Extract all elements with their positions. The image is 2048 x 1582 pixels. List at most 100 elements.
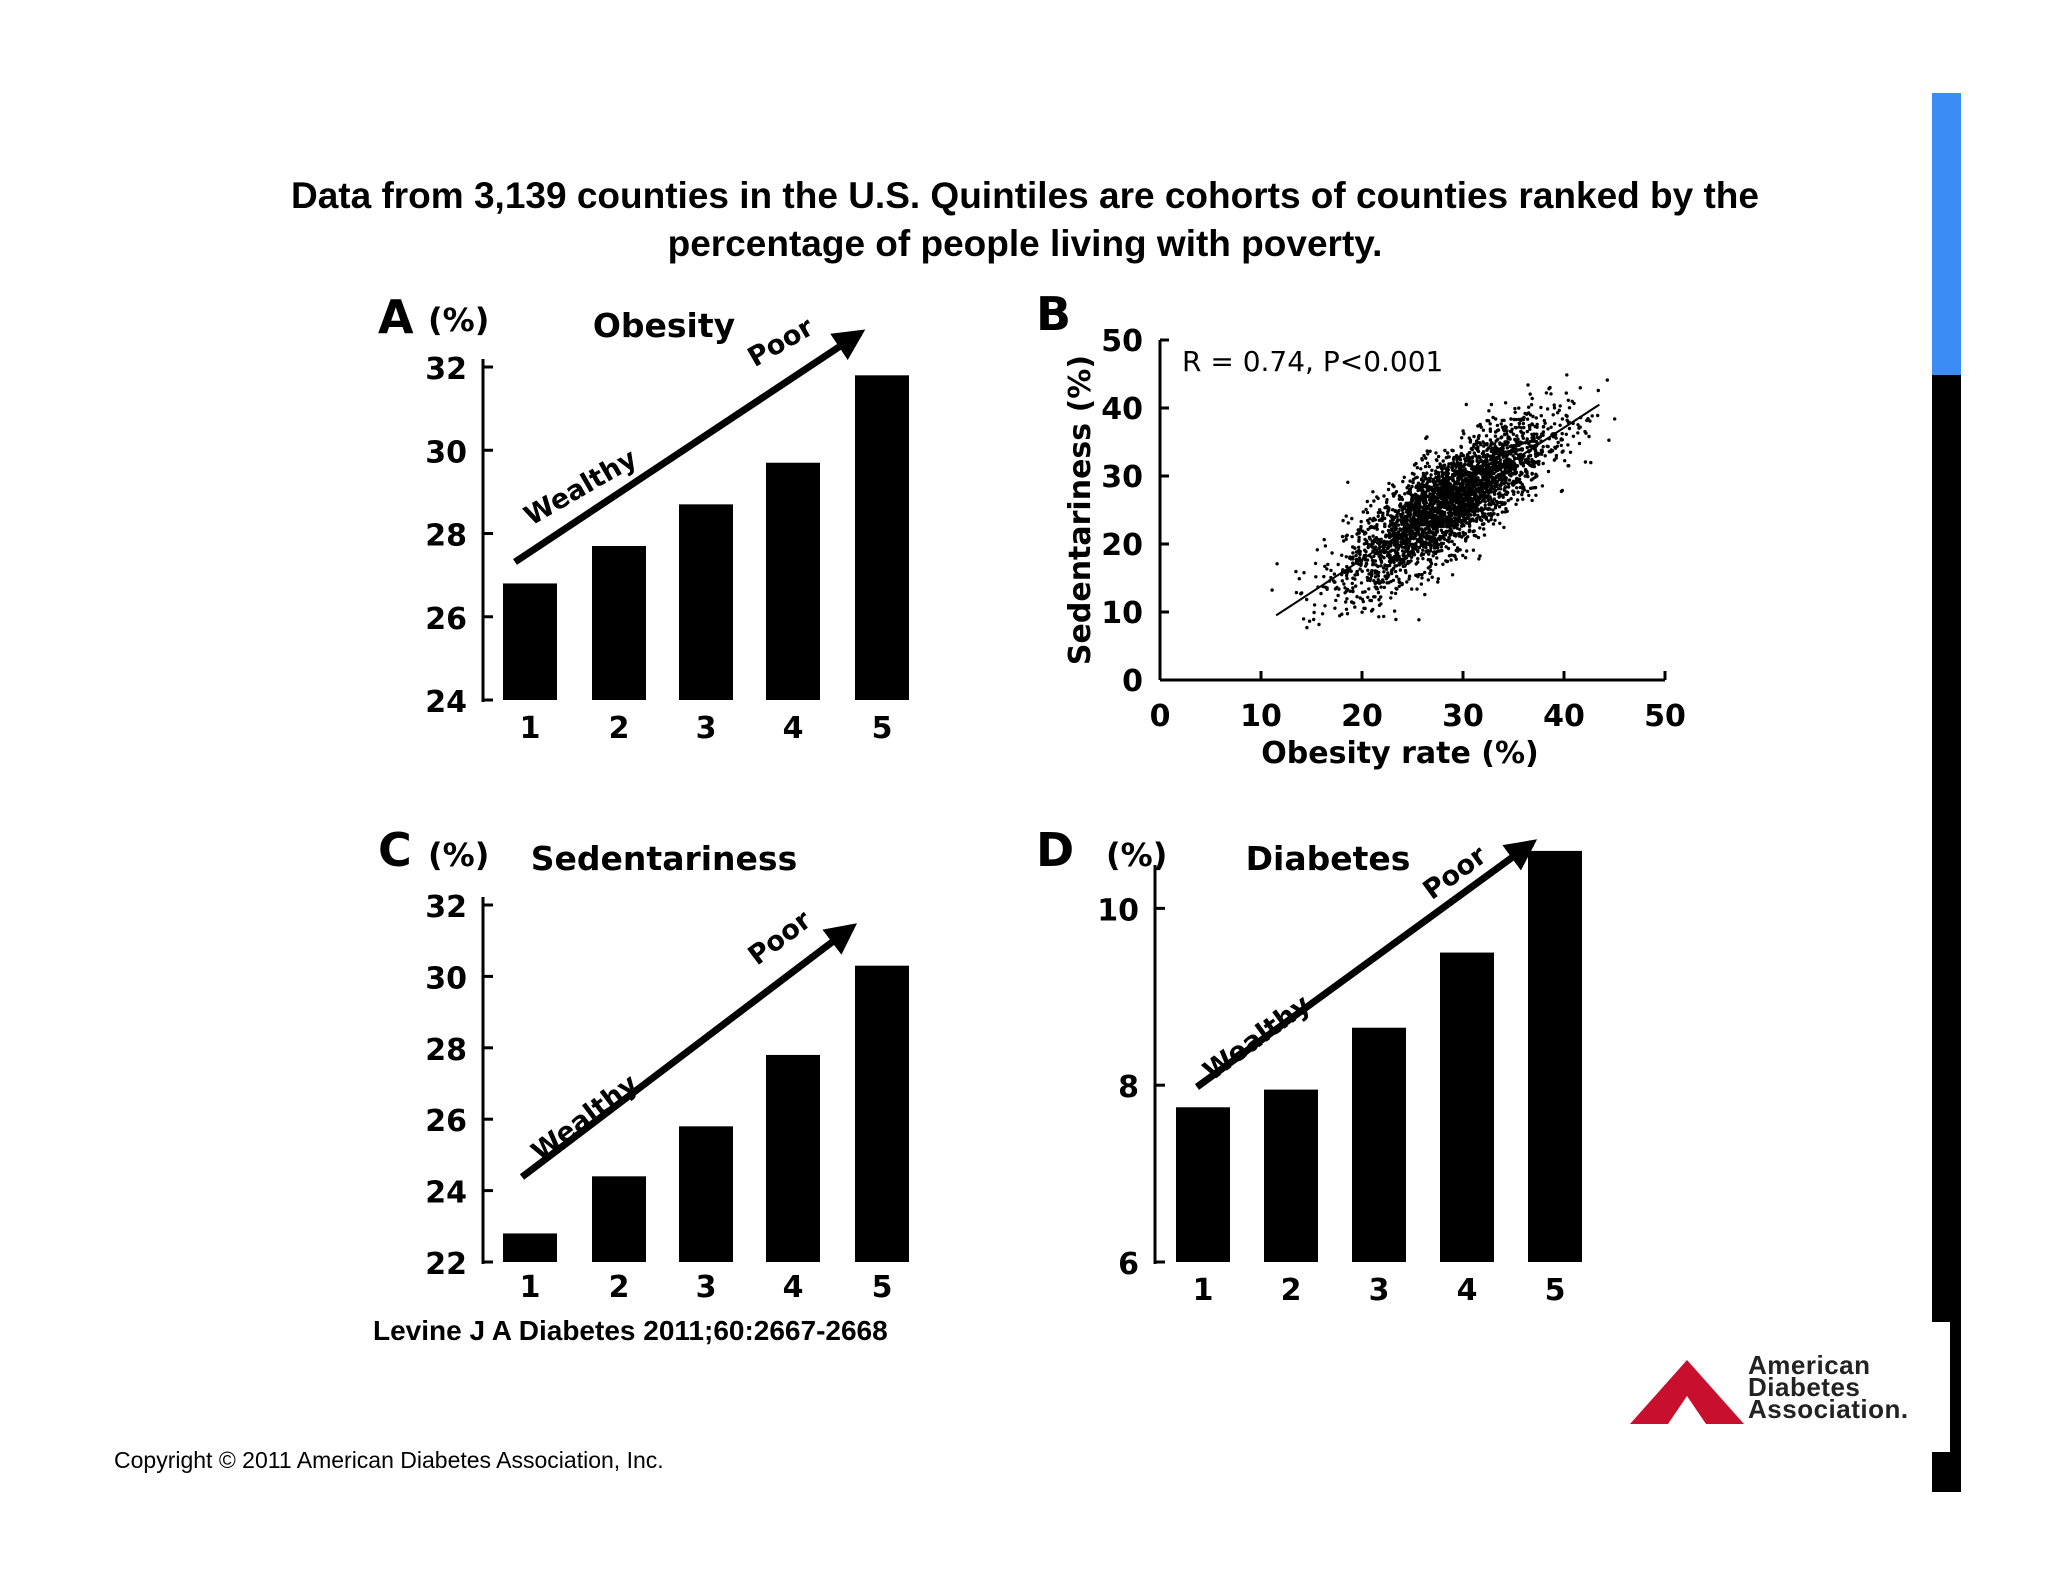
scatter-point	[1530, 457, 1534, 462]
scatter-point	[1426, 558, 1431, 562]
scatter-point	[1438, 462, 1442, 466]
scatter-point	[1466, 502, 1470, 506]
scatter-point	[1452, 542, 1457, 547]
scatter-point	[1445, 523, 1449, 527]
scatter-point	[1588, 419, 1592, 423]
scatter-point	[1426, 531, 1430, 535]
scatter-point	[1475, 459, 1480, 464]
scatter-point	[1351, 586, 1355, 590]
annotation-B: R = 0.74, P<0.001	[1182, 345, 1443, 378]
scatter-point	[1564, 432, 1569, 436]
scatter-point	[1552, 403, 1556, 407]
scatter-point	[1431, 521, 1435, 525]
scatter-point	[1377, 615, 1381, 619]
scatter-point	[1361, 510, 1366, 514]
x-tick-label-D: 3	[1369, 1273, 1390, 1308]
poverty-arrow-C	[519, 923, 858, 1180]
scatter-point	[1520, 448, 1524, 452]
scatter-point	[1552, 422, 1557, 426]
scatter-point	[1456, 507, 1461, 512]
scatter-point	[1403, 564, 1407, 568]
scatter-point	[1345, 576, 1349, 581]
scatter-point	[1434, 475, 1438, 480]
scatter-point	[1357, 551, 1361, 555]
scatter-point	[1566, 443, 1570, 447]
scatter-point	[1392, 556, 1396, 561]
scatter-point	[1461, 496, 1465, 500]
scatter-point	[1440, 509, 1444, 514]
scatter-point	[1507, 450, 1511, 454]
scatter-point	[1481, 522, 1485, 527]
x-tick-label-D: 4	[1457, 1273, 1478, 1308]
scatter-point	[1382, 585, 1387, 590]
scatter-point	[1498, 477, 1503, 482]
scatter-point	[1387, 535, 1392, 540]
scatter-point	[1406, 508, 1410, 512]
scatter-point	[1476, 449, 1481, 454]
scatter-point	[1539, 414, 1544, 418]
scatter-point	[1410, 484, 1414, 489]
scatter-point	[1343, 586, 1347, 590]
bar-A-5	[855, 375, 909, 700]
scatter-point	[1415, 466, 1420, 470]
scatter-point	[1447, 536, 1451, 541]
scatter-point	[1376, 590, 1381, 595]
scatter-point	[1510, 448, 1514, 452]
scatter-point	[1410, 495, 1414, 499]
scatter-point	[1342, 539, 1346, 543]
scatter-point	[1396, 546, 1401, 550]
scatter-point	[1420, 497, 1424, 501]
scatter-point	[1481, 440, 1485, 444]
scatter-point	[1322, 574, 1326, 579]
scatter-point	[1435, 525, 1440, 530]
scatter-point	[1377, 598, 1381, 602]
scatter-point	[1386, 510, 1390, 514]
scatter-point	[1372, 499, 1376, 503]
scatter-point	[1479, 425, 1483, 429]
scatter-point	[1332, 572, 1337, 576]
scatter-point	[1359, 527, 1363, 531]
scatter-point	[1366, 545, 1370, 550]
scatter-point	[1417, 545, 1422, 550]
scatter-point	[1517, 421, 1522, 426]
scatter-point	[1368, 537, 1372, 541]
scatter-point	[1529, 478, 1534, 482]
y-tick-label-C: 30	[425, 961, 467, 996]
scatter-point	[1395, 558, 1399, 562]
scatter-point	[1521, 461, 1526, 465]
scatter-point	[1560, 488, 1565, 493]
scatter-point	[1275, 562, 1279, 566]
scatter-point	[1520, 492, 1524, 497]
scatter-point	[1335, 585, 1339, 590]
scatter-point	[1430, 492, 1434, 496]
scatter-point	[1417, 498, 1422, 502]
scatter-point	[1404, 534, 1408, 538]
scatter-point	[1406, 491, 1411, 495]
scatter-point	[1436, 536, 1441, 541]
x-tick-label-B: 40	[1543, 699, 1585, 734]
ada-logo-text: American Diabetes Association.	[1748, 1350, 1909, 1422]
scatter-point	[1390, 508, 1395, 512]
scatter-point	[1425, 449, 1429, 453]
scatter-point	[1538, 435, 1543, 439]
scatter-point	[1411, 498, 1415, 503]
scatter-point	[1485, 458, 1489, 462]
y-tick-label-A: 32	[425, 352, 467, 387]
scatter-point	[1478, 456, 1482, 460]
scatter-point	[1534, 451, 1538, 455]
scatter-point	[1354, 553, 1358, 558]
scatter-point	[1523, 458, 1528, 462]
scatter-point	[1465, 495, 1470, 499]
scatter-point	[1372, 595, 1376, 599]
x-tick-label-A: 4	[783, 711, 804, 746]
scatter-point	[1470, 478, 1474, 482]
logo-line-1: American	[1748, 1350, 1871, 1380]
scatter-point	[1556, 440, 1560, 445]
scatter-point	[1342, 582, 1346, 586]
scatter-point	[1350, 534, 1354, 539]
scatter-point	[1344, 573, 1349, 578]
scatter-point	[1415, 538, 1420, 543]
scatter-point	[1442, 513, 1446, 517]
scatter-point	[1472, 442, 1476, 447]
scatter-point	[1539, 452, 1544, 456]
